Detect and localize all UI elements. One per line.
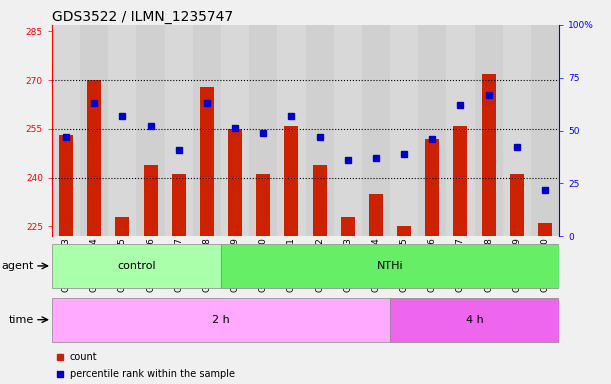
Bar [52,298,390,342]
Bar [193,25,221,236]
Bar [284,126,298,236]
Text: time: time [9,314,34,325]
Bar [369,194,383,236]
Text: percentile rank within the sample: percentile rank within the sample [70,369,235,379]
Bar [503,25,531,236]
Bar [447,25,475,236]
Text: count: count [70,352,97,362]
Bar [52,25,80,236]
Text: 2 h: 2 h [212,314,230,325]
Bar [108,25,136,236]
Bar [249,25,277,236]
Bar [362,25,390,236]
Bar [221,244,559,288]
Bar [390,25,418,236]
Bar [87,80,101,236]
Bar [80,25,108,236]
Bar [313,165,327,236]
Bar [510,174,524,236]
Bar [172,174,186,236]
Bar [397,227,411,236]
Text: GDS3522 / ILMN_1235747: GDS3522 / ILMN_1235747 [52,10,233,24]
Bar [228,129,242,236]
Bar [531,25,559,236]
Bar [59,136,73,236]
Bar [52,244,221,288]
Bar [390,298,559,342]
Text: control: control [117,261,156,271]
Bar [306,25,334,236]
Text: agent: agent [1,261,34,271]
Bar [256,174,270,236]
Bar [453,126,467,236]
Bar [144,165,158,236]
Text: NTHi: NTHi [377,261,403,271]
Bar [200,87,214,236]
Bar [115,217,130,236]
Bar [475,25,503,236]
Bar [418,25,447,236]
Bar [334,25,362,236]
Text: 4 h: 4 h [466,314,483,325]
Bar [481,74,496,236]
Bar [221,25,249,236]
Bar [136,25,164,236]
Bar [341,217,355,236]
Bar [425,139,439,236]
Bar [164,25,193,236]
Bar [538,223,552,236]
Bar [277,25,306,236]
